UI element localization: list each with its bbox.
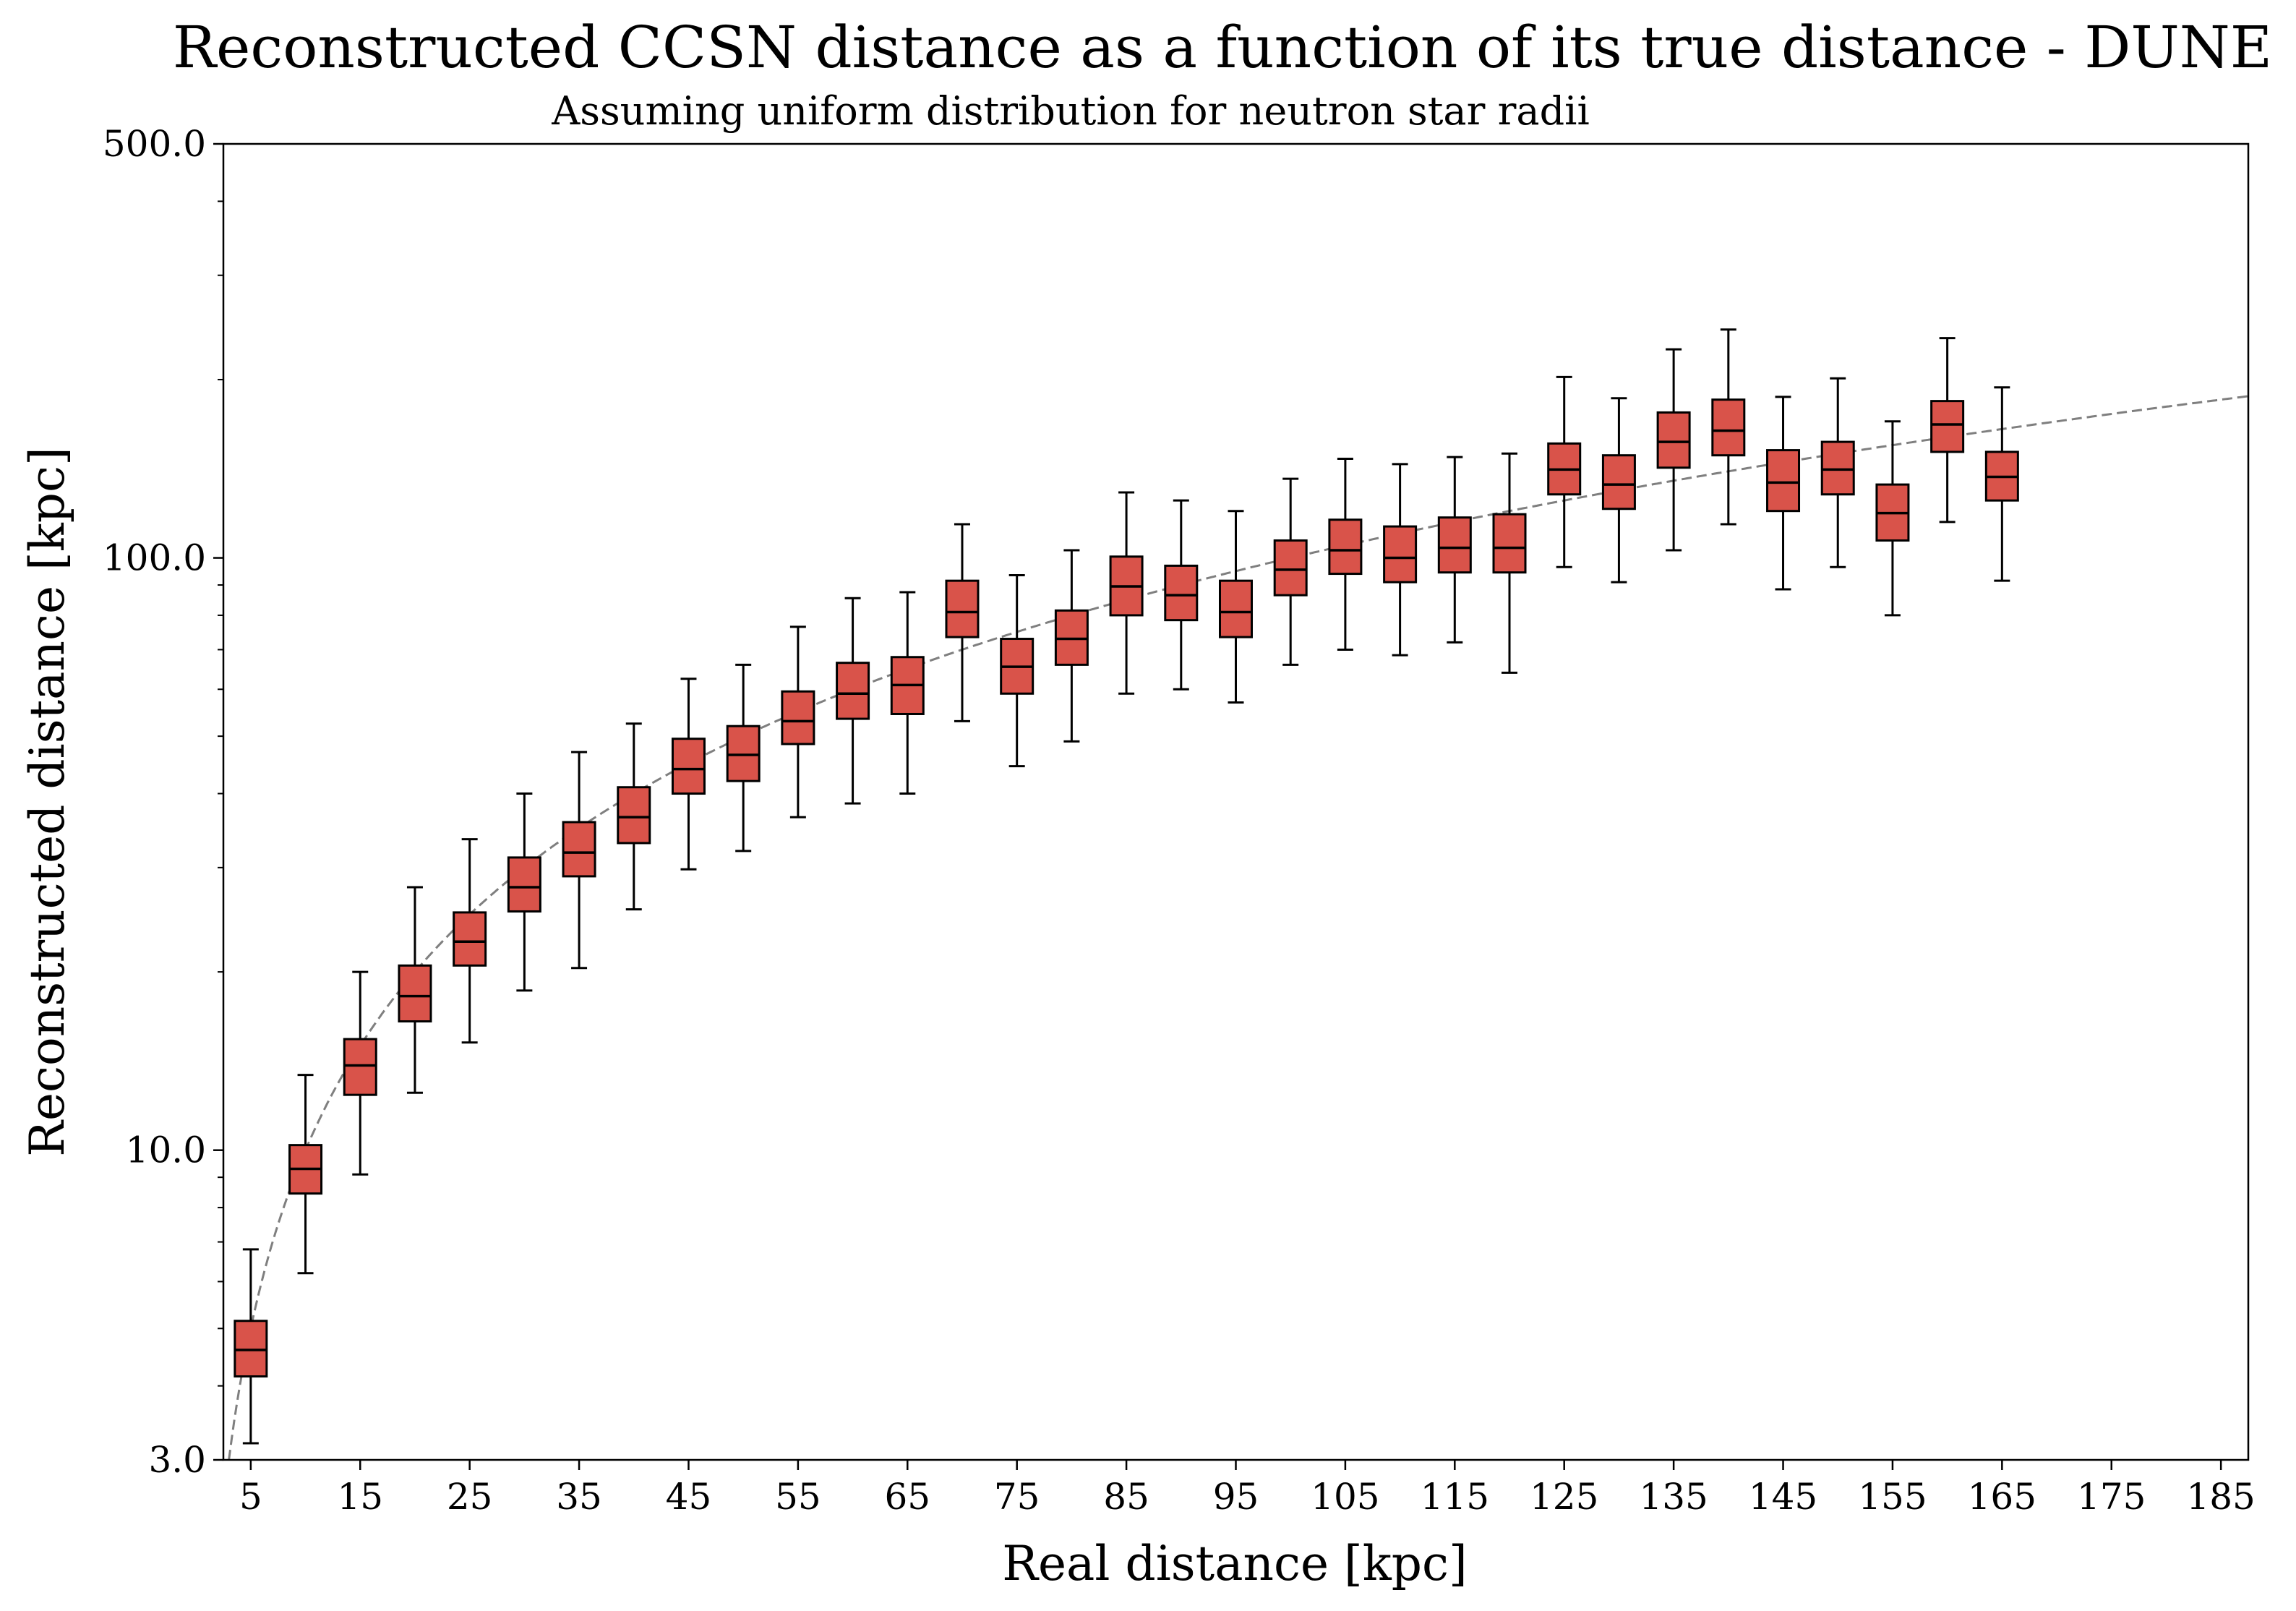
box-group (343, 970, 377, 1176)
box (398, 964, 432, 1023)
plot-frame (222, 142, 2250, 1461)
y-tick-label: 10.0 (126, 1129, 206, 1171)
box-group (507, 792, 541, 992)
chart-subtitle: Assuming uniform distribution for neutro… (551, 88, 1589, 134)
box-group (945, 523, 980, 722)
box-group (1000, 573, 1035, 768)
box-group (398, 886, 432, 1094)
box (1820, 440, 1855, 496)
x-tick-label: 45 (666, 1476, 712, 1518)
y-tick-label: 500.0 (103, 123, 206, 165)
x-tick-label: 25 (447, 1476, 493, 1518)
y-tick-label: 3.0 (148, 1439, 206, 1481)
box (1383, 525, 1418, 584)
x-tick-label: 155 (1858, 1476, 1927, 1518)
box-group (1601, 397, 1636, 584)
x-tick-label: 15 (337, 1476, 383, 1518)
reference-line (228, 395, 2249, 1461)
box (726, 725, 761, 782)
x-tick-label: 75 (994, 1476, 1040, 1518)
x-tick-label: 5 (239, 1476, 262, 1518)
box (1930, 400, 1965, 453)
plot-area (228, 328, 2249, 1461)
box-group (726, 663, 761, 852)
x-tick-label: 105 (1311, 1476, 1379, 1518)
box-group (1328, 457, 1363, 651)
box (1492, 513, 1527, 574)
box-group (1219, 510, 1253, 704)
box-group (890, 591, 925, 795)
box-group (1437, 456, 1472, 644)
x-tick-label: 95 (1213, 1476, 1259, 1518)
box (1164, 564, 1199, 622)
box-group (1656, 348, 1691, 552)
box (1219, 579, 1253, 638)
box (343, 1038, 377, 1096)
box-group (562, 751, 596, 970)
box-group (1492, 452, 1527, 674)
box-group (1711, 328, 1746, 526)
box-group (1766, 396, 1801, 591)
box-group (1875, 420, 1910, 617)
x-tick-label: 175 (2077, 1476, 2146, 1518)
box (1601, 454, 1636, 510)
box (507, 856, 541, 913)
x-tick-label: 145 (1749, 1476, 1817, 1518)
box (1656, 411, 1691, 469)
x-tick-label: 185 (2186, 1476, 2255, 1518)
box (1328, 518, 1363, 576)
box-group (1164, 499, 1199, 691)
box-group (453, 838, 487, 1044)
box-group (1109, 491, 1144, 695)
box-group (617, 722, 651, 911)
x-axis-label: Real distance [kpc] (1002, 1536, 1468, 1591)
box-group (1054, 549, 1089, 743)
box (562, 821, 596, 878)
x-tick-label: 135 (1639, 1476, 1708, 1518)
y-tick-label: 100.0 (103, 537, 206, 579)
x-tick-label: 85 (1103, 1476, 1149, 1518)
x-tick-label: 35 (556, 1476, 602, 1518)
x-tick-label: 65 (884, 1476, 930, 1518)
chart-title: Reconstructed CCSN distance as a functio… (173, 14, 2272, 81)
box-group (1547, 375, 1582, 568)
x-tick-label: 165 (1968, 1476, 2036, 1518)
box-group (1273, 477, 1308, 666)
box (671, 738, 706, 795)
box-group (1383, 463, 1418, 657)
y-axis-label: Reconstructed distance [kpc] (20, 447, 75, 1157)
box-group (1930, 337, 1965, 524)
box-group (1984, 386, 2019, 582)
y-axis: 3.0 10.0 100.0 500.0 (103, 123, 223, 1481)
box (1437, 516, 1472, 574)
box (234, 1320, 268, 1378)
box (1766, 449, 1801, 513)
box-group (1820, 377, 1855, 568)
box (781, 690, 815, 745)
x-axis: 5 15 25 35 45 55 65 75 85 95 105 115 125 135 145 155 165… (239, 1460, 2256, 1518)
box-group (836, 597, 870, 805)
box-group (671, 678, 706, 871)
box (453, 911, 487, 967)
box-group (234, 1248, 268, 1445)
box (1273, 539, 1308, 597)
box (945, 579, 980, 638)
box (617, 786, 651, 845)
box-group (288, 1074, 323, 1275)
box (1711, 398, 1746, 457)
x-tick-label: 125 (1530, 1476, 1598, 1518)
x-tick-label: 115 (1421, 1476, 1489, 1518)
box-group (781, 625, 815, 819)
box (836, 662, 870, 720)
x-tick-label: 55 (775, 1476, 821, 1518)
